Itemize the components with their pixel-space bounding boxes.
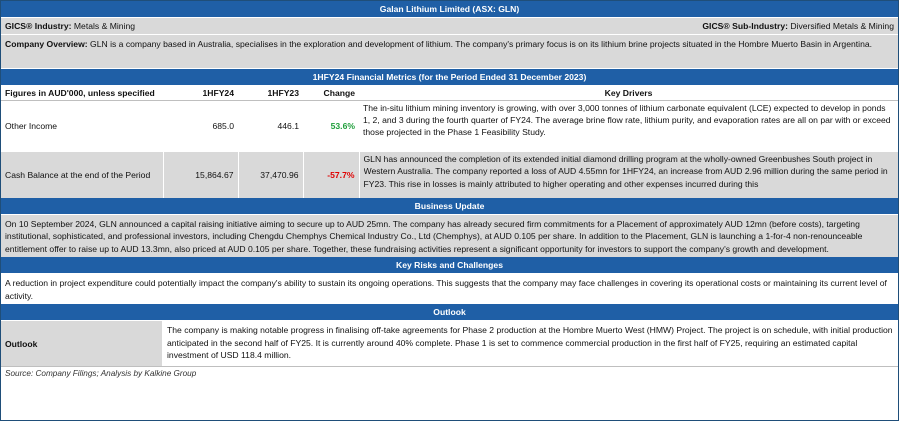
overview-text: GLN is a company based in Australia, spe… (90, 39, 873, 49)
key-drivers-cell: GLN has announced the completion of its … (358, 152, 898, 198)
metrics-heading: 1HFY24 Financial Metrics (for the Period… (1, 69, 898, 86)
key-drivers-text: The in-situ lithium mining inventory is … (359, 100, 898, 152)
company-overview: Company Overview: GLN is a company based… (1, 35, 898, 69)
gics-subindustry-value: Diversified Metals & Mining (790, 20, 894, 31)
gics-industry: GICS® Industry: Metals & Mining (5, 20, 135, 32)
value-1hfy23: 37,470.96 (237, 152, 303, 198)
table-row: Other Income 685.0 446.1 53.6% The in-si… (1, 100, 898, 152)
column-header-1hfy23: 1HFY23 (238, 86, 303, 101)
overview-label: Company Overview: (5, 39, 88, 49)
gics-row: GICS® Industry: Metals & Mining GICS® Su… (1, 18, 898, 35)
value-1hfy24: 685.0 (163, 100, 238, 152)
report-title: Galan Lithium Limited (ASX: GLN) (1, 1, 898, 18)
financial-metrics-table: Figures in AUD'000, unless specified 1HF… (1, 86, 898, 198)
outlook-label: Outlook (1, 321, 163, 367)
table-header-row: Figures in AUD'000, unless specified 1HF… (1, 86, 898, 101)
business-update-text: On 10 September 2024, GLN announced a ca… (1, 215, 898, 258)
column-header-figures: Figures in AUD'000, unless specified (1, 86, 163, 101)
table-row: Cash Balance at the end of the Period 15… (1, 152, 898, 198)
change-positive: 53.6% (303, 100, 359, 152)
value-1hfy24: 15,864.67 (162, 152, 238, 198)
key-drivers-text: GLN has announced the completion of its … (363, 154, 888, 189)
outlook-text: The company is making notable progress i… (167, 325, 893, 361)
key-risks-text: A reduction in project expenditure could… (5, 278, 887, 301)
column-header-change: Change (303, 86, 359, 101)
gics-industry-label: GICS® Industry: (5, 20, 72, 31)
gics-industry-value: Metals & Mining (73, 20, 136, 31)
column-header-key-drivers: Key Drivers (359, 86, 898, 101)
value-1hfy23: 446.1 (238, 100, 303, 152)
gics-subindustry-label: GICS® Sub-Industry: (702, 20, 788, 31)
row-label: Cash Balance at the end of the Period (1, 152, 163, 198)
row-label: Other Income (1, 100, 163, 152)
outlook-heading: Outlook (1, 304, 898, 322)
gics-subindustry: GICS® Sub-Industry: Diversified Metals &… (702, 20, 894, 32)
outlook-row: Outlook The company is making notable pr… (1, 321, 898, 368)
column-header-1hfy24: 1HFY24 (163, 86, 238, 101)
key-risks-heading: Key Risks and Challenges (1, 257, 898, 275)
business-update-heading: Business Update (1, 198, 898, 215)
change-negative: -57.7% (302, 152, 359, 198)
source-note: Source: Company Filings; Analysis by Kal… (5, 369, 197, 379)
